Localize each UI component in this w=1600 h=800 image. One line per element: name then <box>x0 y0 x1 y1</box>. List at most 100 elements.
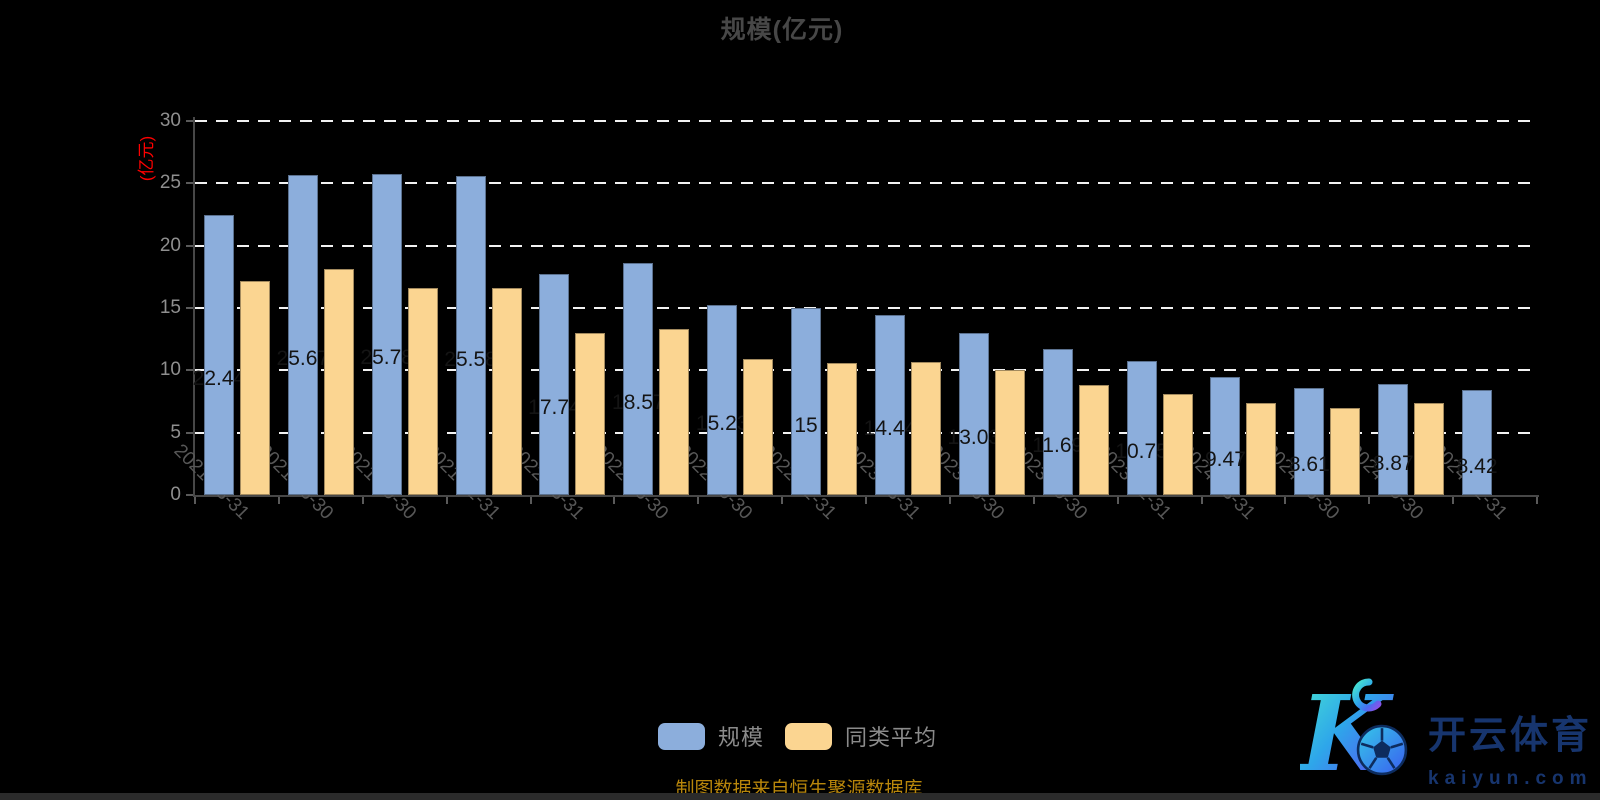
bottom-strip <box>0 793 1600 800</box>
bar-peer-average <box>1078 385 1109 495</box>
bar-value-label: 9.47 <box>1205 447 1246 471</box>
gridline-y-5 <box>195 431 1537 434</box>
bar-value-label: 25.67 <box>276 346 330 370</box>
bar-peer-average <box>910 361 941 495</box>
bar-peer-average <box>827 362 858 495</box>
legend-label-peer-average: 同类平均 <box>845 725 938 750</box>
bar-scale <box>1042 349 1073 495</box>
bar-value-label: 13.03 <box>947 425 1001 449</box>
bar-scale <box>287 174 318 495</box>
bar-scale <box>623 263 654 495</box>
x-axis-tick <box>781 497 784 504</box>
y-axis-tick-label: 25 <box>159 172 181 194</box>
y-axis-tick <box>186 182 195 185</box>
bar-value-label: 25.58 <box>444 347 497 371</box>
legend-swatch-scale[interactable] <box>658 722 705 750</box>
y-axis-line <box>193 117 195 495</box>
x-axis-tick <box>1284 497 1287 504</box>
bar-scale <box>1126 360 1157 495</box>
soccer-ball-icon <box>1356 724 1408 776</box>
kaiyun-brand-name: 开云体育 <box>1428 715 1593 757</box>
bar-value-label: 18.57 <box>612 391 665 415</box>
bar-scale <box>1210 376 1241 495</box>
x-axis-line <box>193 495 1539 497</box>
legend: 规模 同类平均 <box>658 720 937 752</box>
bar-scale <box>1294 387 1325 495</box>
kaiyun-watermark[interactable]: K 开云体育 kaiyun.com <box>1300 678 1600 789</box>
y-axis-tick-label: 5 <box>170 421 181 443</box>
kaiyun-url: kaiyun.com <box>1428 768 1593 789</box>
bar-scale <box>1462 390 1493 495</box>
bar-peer-average <box>239 280 270 495</box>
bar-scale <box>958 332 989 495</box>
bar-value-label: 25.78 <box>360 346 413 370</box>
x-axis-tick <box>1032 497 1035 504</box>
bar-peer-average <box>1246 402 1277 495</box>
gridline-y-15 <box>195 307 1537 309</box>
y-axis-tick <box>186 494 195 496</box>
bar-peer-average <box>994 370 1025 495</box>
bar-peer-average <box>1414 402 1445 495</box>
x-axis-tick <box>613 497 616 504</box>
x-axis-tick <box>948 497 951 504</box>
y-axis-tick-label: 0 <box>170 484 181 505</box>
bar-value-label: 14.44 <box>863 416 917 440</box>
gridline-y-30 <box>195 120 1537 122</box>
y-axis-tick <box>186 120 195 122</box>
legend-item-scale[interactable]: 规模 <box>658 720 764 752</box>
bar-scale <box>874 314 905 495</box>
bar-value-label: 15.23 <box>695 412 749 436</box>
y-axis-tick-label: 10 <box>159 359 181 381</box>
x-axis-tick <box>1116 497 1119 504</box>
bar-scale <box>371 173 402 495</box>
x-axis-tick <box>865 497 867 504</box>
x-axis-tick <box>529 497 532 504</box>
y-axis-tick <box>186 369 195 372</box>
legend-label-scale: 规模 <box>718 725 765 750</box>
x-axis-tick <box>697 497 700 504</box>
bar-peer-average <box>743 359 774 495</box>
bar-scale <box>539 273 570 495</box>
bar-peer-average <box>491 288 522 495</box>
bar-value-label: 10.75 <box>1115 439 1168 463</box>
y-axis-tick-label: 20 <box>159 234 181 256</box>
x-axis-tick <box>1368 497 1371 504</box>
bar-peer-average <box>1330 407 1361 495</box>
bar-peer-average <box>407 288 438 495</box>
x-axis-tick <box>1536 497 1538 504</box>
bar-value-label: 8.42 <box>1456 454 1498 478</box>
bar-value-label: 8.87 <box>1372 451 1414 475</box>
bar-scale <box>1378 384 1409 495</box>
x-axis-tick <box>361 497 364 504</box>
bar-peer-average <box>575 332 606 495</box>
bar-scale <box>791 308 822 495</box>
bar-value-label: 11.69 <box>1032 434 1084 458</box>
bar-peer-average <box>323 269 354 495</box>
bar-value-label: 8.61 <box>1288 453 1330 477</box>
y-axis-tick <box>186 244 195 247</box>
x-axis-tick <box>445 497 448 504</box>
x-axis-tick <box>1452 497 1455 504</box>
x-axis-tick <box>277 497 280 504</box>
y-axis-tick-label: 30 <box>159 110 181 131</box>
x-axis-tick <box>194 497 196 504</box>
bar-value-label: 17.74 <box>528 396 581 420</box>
chart-title: 规模(亿元) <box>720 16 844 44</box>
bar-scale <box>707 305 738 495</box>
y-axis-tick <box>186 431 195 434</box>
y-axis-tick-label: 15 <box>159 297 181 318</box>
y-axis-tick <box>186 307 195 309</box>
x-axis-tick <box>1200 497 1203 504</box>
legend-item-peer-average[interactable]: 同类平均 <box>785 720 937 752</box>
gridline-y-20 <box>195 244 1537 247</box>
bar-peer-average <box>659 329 690 495</box>
bar-value-label: 22.44 <box>192 367 246 391</box>
bar-scale <box>203 215 234 495</box>
gridline-y-10 <box>195 369 1537 372</box>
gridline-y-25 <box>195 182 1537 185</box>
legend-swatch-peer-average[interactable] <box>785 722 833 750</box>
bar-value-label: 15 <box>794 413 818 437</box>
bar-scale <box>455 176 486 495</box>
bar-peer-average <box>1162 394 1193 495</box>
